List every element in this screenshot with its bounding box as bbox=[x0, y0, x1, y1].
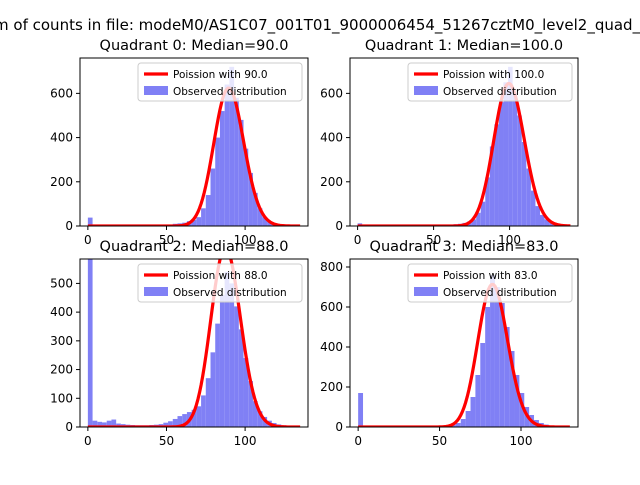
histogram-bar bbox=[461, 419, 466, 427]
histogram-bar bbox=[196, 406, 201, 427]
histogram-bar bbox=[504, 82, 509, 226]
legend-patch-swatch bbox=[414, 287, 438, 296]
legend-label: Poission with 83.0 bbox=[443, 270, 538, 282]
histogram-bar bbox=[211, 352, 216, 427]
poisson-curve bbox=[358, 84, 571, 226]
legend-label: Observed distribution bbox=[443, 86, 557, 98]
y-tick-label: 0 bbox=[335, 219, 343, 233]
legend-patch-swatch bbox=[144, 287, 168, 296]
histogram-bar bbox=[229, 283, 234, 427]
histogram-bar bbox=[495, 287, 500, 427]
histogram-bar bbox=[201, 208, 206, 226]
y-tick-label: 500 bbox=[50, 276, 73, 290]
histogram-bar bbox=[531, 191, 536, 226]
legend: Poission with 88.0 Observed distribution bbox=[138, 264, 302, 302]
panel-quadrant-3: 0 50 100 0 200 400 600 800 Quadrant 3: Median=83… bbox=[320, 239, 578, 448]
histogram-bar bbox=[358, 393, 363, 427]
histogram-bar bbox=[517, 115, 522, 226]
y-tick-label: 400 bbox=[320, 131, 343, 145]
legend-patch-swatch bbox=[144, 86, 168, 95]
legend-patch-swatch bbox=[414, 86, 438, 95]
histogram-bar bbox=[88, 259, 93, 427]
x-tick-label: 0 bbox=[354, 434, 362, 448]
histogram-bar bbox=[234, 306, 239, 427]
histogram-bar bbox=[485, 307, 490, 427]
y-tick-label: 200 bbox=[50, 363, 73, 377]
histogram-bar bbox=[220, 111, 225, 226]
panel-title: Quadrant 2: Median=88.0 bbox=[100, 239, 289, 255]
legend: Poission with 90.0 Observed distribution bbox=[138, 63, 302, 101]
poisson-curve bbox=[358, 284, 570, 427]
histogram-bar bbox=[215, 138, 220, 226]
poisson-curve bbox=[88, 88, 300, 226]
panel-title: Quadrant 0: Median=90.0 bbox=[100, 38, 289, 54]
histogram-bar bbox=[475, 375, 480, 427]
histogram-bar bbox=[206, 378, 211, 427]
x-tick-label: 50 bbox=[432, 434, 447, 448]
y-tick-label: 400 bbox=[50, 305, 73, 319]
y-tick-label: 600 bbox=[50, 86, 73, 100]
y-tick-label: 400 bbox=[50, 131, 73, 145]
histogram-bar bbox=[225, 85, 230, 226]
histogram-bar bbox=[513, 93, 518, 226]
legend-label: Observed distribution bbox=[443, 287, 557, 299]
y-tick-label: 600 bbox=[320, 86, 343, 100]
histogram-bar bbox=[201, 395, 206, 427]
x-tick-label: 100 bbox=[234, 434, 257, 448]
y-tick-label: 300 bbox=[50, 334, 73, 348]
legend: Poission with 83.0 Observed distribution bbox=[408, 264, 572, 302]
histogram-bar bbox=[535, 206, 540, 226]
panel-title: Quadrant 3: Median=83.0 bbox=[370, 239, 559, 255]
y-tick-label: 200 bbox=[320, 175, 343, 189]
histogram-bar bbox=[471, 397, 476, 427]
y-tick-label: 0 bbox=[65, 219, 73, 233]
histogram-bar bbox=[215, 324, 220, 427]
x-tick-label: 0 bbox=[84, 233, 92, 247]
histogram-bar bbox=[480, 343, 485, 427]
legend-label: Observed distribution bbox=[173, 86, 287, 98]
y-tick-label: 600 bbox=[320, 300, 343, 314]
x-tick-label: 100 bbox=[510, 434, 533, 448]
legend-label: Poission with 90.0 bbox=[173, 69, 268, 81]
panel-quadrant-2: 0 50 100 0 100 200 300 400 500 Quadrant 2: Median… bbox=[50, 239, 308, 448]
histogram-bar bbox=[220, 295, 225, 427]
histogram-bar bbox=[196, 217, 201, 226]
y-tick-label: 0 bbox=[335, 420, 343, 434]
legend-label: Poission with 88.0 bbox=[173, 270, 268, 282]
y-tick-label: 200 bbox=[50, 175, 73, 189]
x-tick-label: 0 bbox=[354, 233, 362, 247]
histogram-bar bbox=[456, 423, 461, 427]
y-tick-label: 100 bbox=[50, 391, 73, 405]
y-tick-label: 0 bbox=[65, 420, 73, 434]
legend-label: Observed distribution bbox=[173, 287, 287, 299]
y-tick-label: 800 bbox=[320, 260, 343, 274]
histogram-bar bbox=[211, 169, 216, 226]
legend-label: Poission with 100.0 bbox=[443, 69, 544, 81]
histogram-bar bbox=[466, 411, 471, 427]
panel-title: Quadrant 1: Median=100.0 bbox=[365, 38, 563, 54]
y-tick-label: 400 bbox=[320, 340, 343, 354]
legend: Poission with 100.0 Observed distribution bbox=[408, 63, 572, 101]
x-tick-label: 0 bbox=[84, 434, 92, 448]
figure-suptitle: Histogram of counts in file: modeM0/AS1C… bbox=[0, 16, 640, 35]
x-tick-label: 50 bbox=[159, 434, 174, 448]
y-tick-label: 200 bbox=[320, 380, 343, 394]
histogram-bar bbox=[206, 195, 211, 226]
histogram-bar bbox=[499, 102, 504, 226]
